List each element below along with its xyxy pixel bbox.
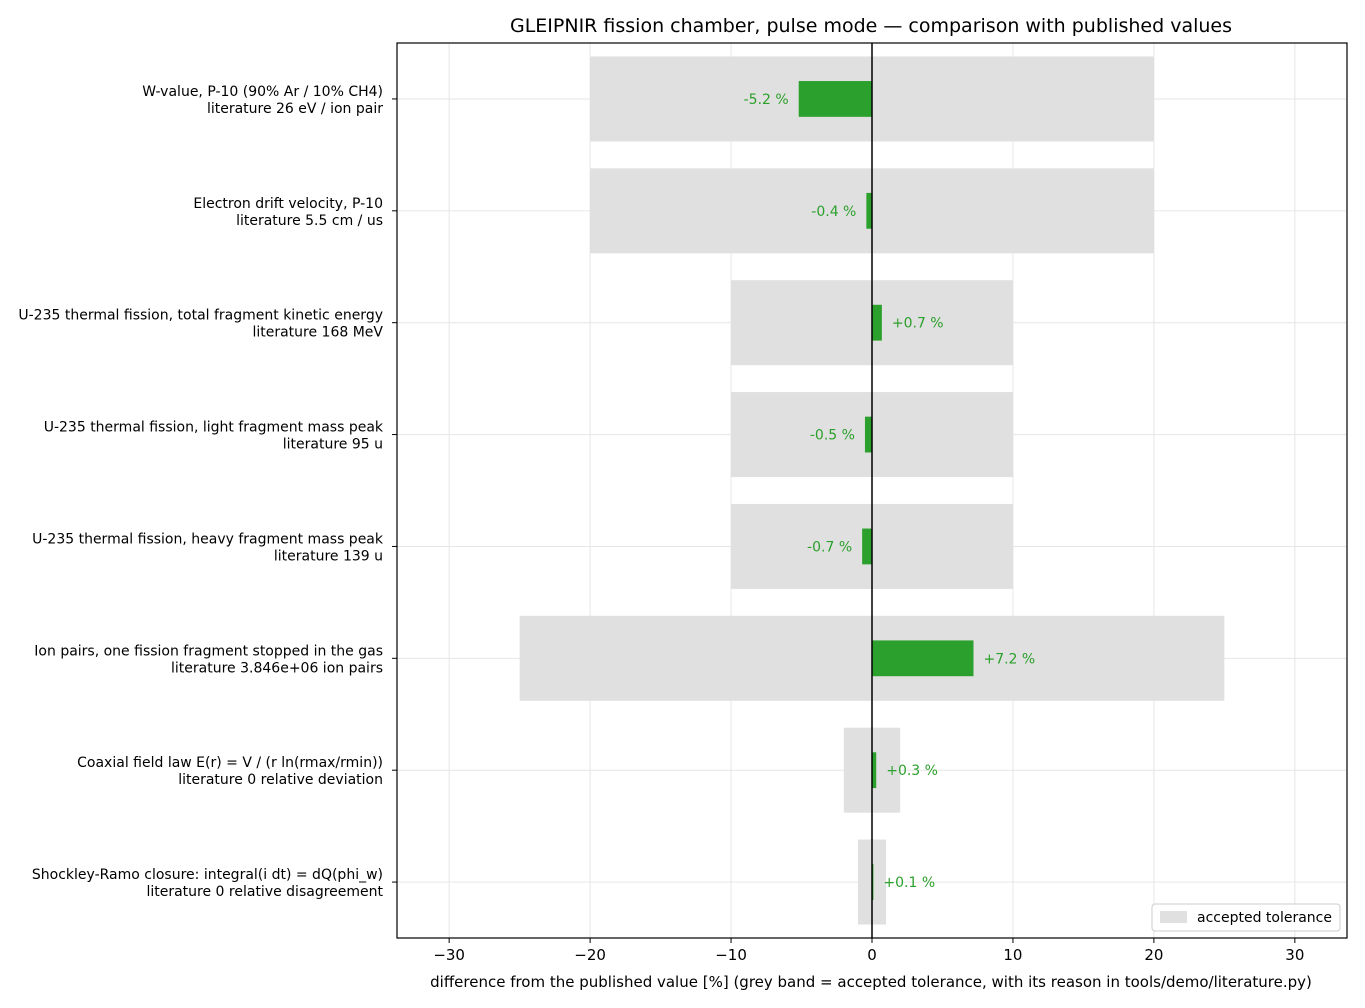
y-tick-label-2: U-235 thermal fission, total fragment ki… — [18, 308, 383, 324]
x-tick-label-3: 0 — [867, 946, 877, 964]
value-label-1: -0.4 % — [811, 204, 856, 220]
y-tick-label-0: W-value, P-10 (90% Ar / 10% CH4) — [142, 84, 383, 100]
bar-0 — [798, 81, 872, 117]
y-tick-sublabel-3: literature 95 u — [283, 437, 383, 453]
y-axis: W-value, P-10 (90% Ar / 10% CH4)literatu… — [18, 84, 397, 900]
y-tick-label-3: U-235 thermal fission, light fragment ma… — [44, 420, 384, 436]
y-tick-label-7: Shockley-Ramo closure: integral(i dt) = … — [32, 867, 383, 883]
y-tick-sublabel-1: literature 5.5 cm / us — [236, 213, 383, 229]
x-axis: −30 −20 −10 0 10 20 30 — [433, 938, 1304, 964]
y-tick-label-6: Coaxial field law E(r) = V / (r ln(rmax/… — [77, 755, 383, 771]
value-label-7: +0.1 % — [883, 875, 935, 891]
y-tick-sublabel-4: literature 139 u — [274, 548, 383, 564]
bar-6 — [872, 752, 877, 789]
value-label-6: +0.3 % — [886, 763, 938, 779]
chart-title: GLEIPNIR fission chamber, pulse mode — c… — [510, 15, 1232, 37]
legend: accepted tolerance — [1151, 903, 1341, 932]
x-tick-label-5: 20 — [1144, 946, 1163, 964]
y-tick-label-1: Electron drift velocity, P-10 — [193, 196, 383, 212]
value-label-5: +7.2 % — [983, 651, 1035, 667]
x-tick-label-4: 10 — [1003, 946, 1022, 964]
x-tick-label-0: −30 — [433, 946, 465, 964]
y-tick-label-5: Ion pairs, one fission fragment stopped … — [34, 643, 383, 659]
y-tick-label-4: U-235 thermal fission, heavy fragment ma… — [32, 531, 384, 547]
x-tick-label-1: −20 — [574, 946, 606, 964]
y-tick-sublabel-0: literature 26 eV / ion pair — [207, 101, 383, 117]
bar-4 — [862, 528, 872, 565]
bar-1 — [866, 192, 872, 229]
value-label-0: -5.2 % — [744, 92, 789, 108]
legend-swatch-tolerance — [1160, 911, 1187, 923]
x-axis-label: difference from the published value [%] … — [430, 973, 1312, 991]
y-tick-sublabel-6: literature 0 relative deviation — [178, 772, 383, 788]
y-tick-sublabel-2: literature 168 MeV — [252, 325, 383, 341]
value-label-3: -0.5 % — [810, 428, 855, 444]
y-tick-sublabel-5: literature 3.846e+06 ion pairs — [171, 660, 383, 676]
x-tick-label-6: 30 — [1285, 946, 1304, 964]
value-label-4: -0.7 % — [807, 539, 852, 555]
legend-entry-tolerance: accepted tolerance — [1197, 910, 1332, 926]
y-tick-sublabel-7: literature 0 relative disagreement — [146, 884, 383, 900]
bar-5 — [872, 640, 974, 677]
bar-2 — [872, 304, 882, 341]
bar-3 — [864, 416, 872, 453]
x-tick-label-2: −10 — [715, 946, 747, 964]
value-label-layer: -5.2 % -0.4 % +0.7 % -0.5 % -0.7 % +7.2 % +0.3… — [744, 92, 1036, 891]
value-label-2: +0.7 % — [892, 316, 944, 332]
legend-box — [1151, 903, 1341, 932]
